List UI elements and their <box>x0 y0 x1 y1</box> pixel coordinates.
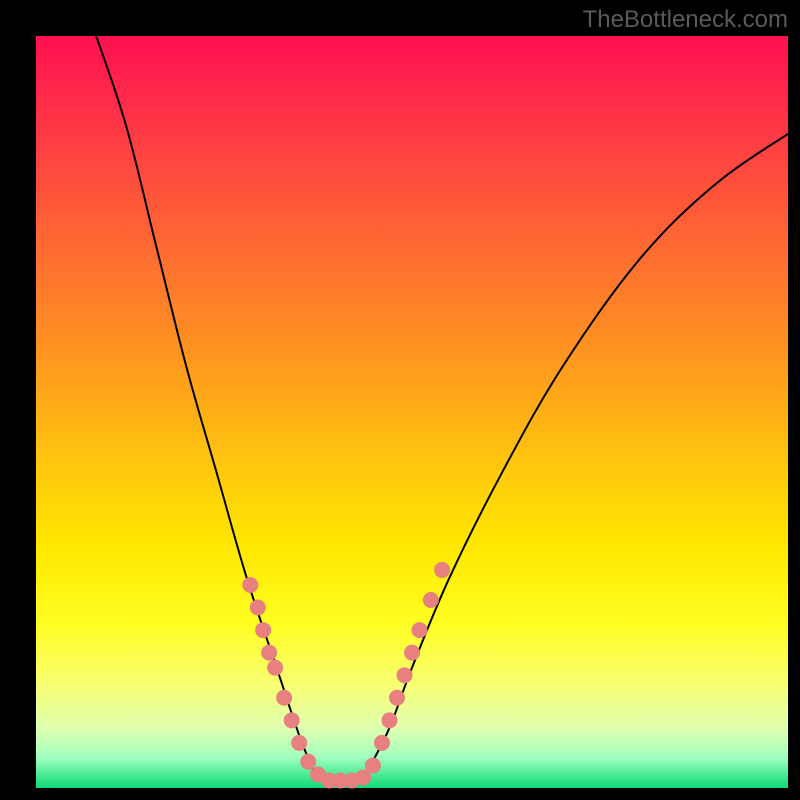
data-marker <box>404 645 420 661</box>
data-marker <box>276 690 292 706</box>
data-marker <box>396 667 412 683</box>
data-marker <box>412 622 428 638</box>
data-marker <box>284 712 300 728</box>
data-marker <box>291 735 307 751</box>
watermark-text: TheBottleneck.com <box>583 6 788 34</box>
data-marker <box>261 645 277 661</box>
data-marker <box>434 562 450 578</box>
data-marker <box>423 592 439 608</box>
data-marker <box>374 735 390 751</box>
data-marker <box>381 712 397 728</box>
data-marker <box>255 622 271 638</box>
data-marker <box>389 690 405 706</box>
bottleneck-chart <box>0 0 800 800</box>
data-marker <box>242 577 258 593</box>
data-marker <box>365 757 381 773</box>
data-marker <box>250 600 266 616</box>
data-marker <box>300 754 316 770</box>
data-marker <box>267 660 283 676</box>
